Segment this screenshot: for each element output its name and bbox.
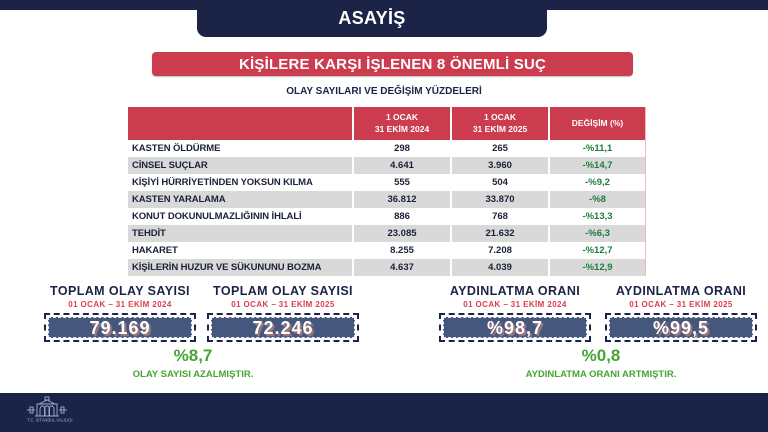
crime-table-body: KASTEN ÖLDÜRME 298 265 -%11,1 CİNSEL SUÇ… bbox=[128, 140, 645, 276]
table-row: KONUT DOKUNULMAZLIĞININ İHLALİ 886 768 -… bbox=[128, 208, 645, 225]
stat-label: TOPLAM OLAY SAYISI bbox=[50, 284, 190, 298]
title-box: ASAYİŞ bbox=[197, 0, 547, 37]
summary-incidents: %8,7 OLAY SAYISI AZALMIŞTIR. bbox=[88, 346, 298, 380]
stat-label: TOPLAM OLAY SAYISI bbox=[213, 284, 353, 298]
section-banner: KİŞİLERE KARŞI İŞLENEN 8 ÖNEMLİ SUÇ bbox=[152, 52, 633, 76]
stat-total-2024: TOPLAM OLAY SAYISI 01 OCAK – 31 EKİM 202… bbox=[35, 284, 205, 342]
crime-table: 1 OCAK 31 EKİM 2024 1 OCAK 31 EKİM 2025 … bbox=[128, 107, 646, 276]
header-cell-2024: 1 OCAK 31 EKİM 2024 bbox=[352, 107, 450, 140]
governorship-logo: T.C. İSTANBUL VALİLİĞİ bbox=[18, 396, 76, 425]
stat-period: 01 OCAK – 31 EKİM 2024 bbox=[463, 300, 567, 309]
section-banner-label: KİŞİLERE KARŞI İŞLENEN 8 ÖNEMLİ SUÇ bbox=[238, 55, 547, 73]
logo-text: T.C. İSTANBUL VALİLİĞİ bbox=[27, 419, 73, 424]
stat-value-box: %98,7 bbox=[439, 313, 591, 342]
stat-label: AYDINLATMA ORANI bbox=[615, 284, 747, 298]
table-row: HAKARET 8.255 7.208 -%12,7 bbox=[128, 242, 645, 259]
summary-clearance: %0,8 AYDINLATMA ORANI ARTMIŞTIR. bbox=[496, 346, 706, 380]
header-cell-crime bbox=[128, 107, 352, 140]
crime-table-header: 1 OCAK 31 EKİM 2024 1 OCAK 31 EKİM 2025 … bbox=[128, 107, 645, 140]
header-cell-change: DEĞİŞİM (%) bbox=[548, 107, 645, 140]
summary-value: %0,8 bbox=[581, 346, 621, 365]
table-row: KASTEN YARALAMA 36.812 33.870 -%8 bbox=[128, 191, 645, 208]
stat-clearance-2025: AYDINLATMA ORANI 01 OCAK – 31 EKİM 2025 … bbox=[596, 284, 766, 342]
footer-bar: T.C. İSTANBUL VALİLİĞİ bbox=[0, 393, 768, 432]
stat-clearance-2024: AYDINLATMA ORANI 01 OCAK – 31 EKİM 2024 … bbox=[430, 284, 600, 342]
summary-value: %8,7 bbox=[173, 346, 213, 365]
summary-caption: AYDINLATMA ORANI ARTMIŞTIR. bbox=[525, 369, 677, 380]
stat-total-2025: TOPLAM OLAY SAYISI 01 OCAK – 31 EKİM 202… bbox=[198, 284, 368, 342]
stat-period: 01 OCAK – 31 EKİM 2025 bbox=[231, 300, 335, 309]
stat-value-box: %99,5 bbox=[605, 313, 757, 342]
table-row: KİŞİLERİN HUZUR VE SÜKUNUNU BOZMA 4.637 … bbox=[128, 259, 645, 276]
stat-label: AYDINLATMA ORANI bbox=[449, 284, 581, 298]
page-title: ASAYİŞ bbox=[338, 8, 406, 28]
table-row: KİŞİYİ HÜRRİYETİNDEN YOKSUN KILMA 555 50… bbox=[128, 174, 645, 191]
table-row: CİNSEL SUÇLAR 4.641 3.960 -%14,7 bbox=[128, 157, 645, 174]
table-row: TEHDİT 23.085 21.632 -%6,3 bbox=[128, 225, 645, 242]
summary-caption: OLAY SAYISI AZALMIŞTIR. bbox=[132, 369, 254, 380]
table-row: KASTEN ÖLDÜRME 298 265 -%11,1 bbox=[128, 140, 645, 157]
stat-value-box: 79.169 bbox=[44, 313, 196, 342]
table-subtitle: OLAY SAYILARI VE DEĞİŞİM YÜZDELERİ bbox=[286, 86, 482, 97]
stat-value-box: 72.246 bbox=[207, 313, 359, 342]
stat-period: 01 OCAK – 31 EKİM 2025 bbox=[629, 300, 733, 309]
stat-period: 01 OCAK – 31 EKİM 2024 bbox=[68, 300, 172, 309]
building-icon bbox=[27, 396, 67, 417]
header-cell-2025: 1 OCAK 31 EKİM 2025 bbox=[450, 107, 548, 140]
